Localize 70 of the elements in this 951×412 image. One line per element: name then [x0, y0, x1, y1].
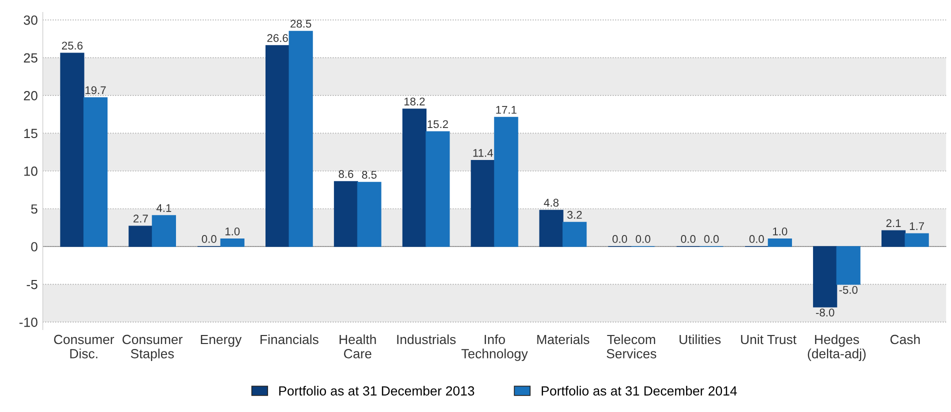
x-tick-label: Consumer Disc.	[54, 334, 114, 358]
y-tick-label: 20	[24, 91, 38, 100]
bar	[562, 222, 587, 247]
data-label: 0.0	[202, 235, 216, 243]
x-tick-label: Consumer Staples	[122, 334, 183, 361]
data-label: 8.6	[338, 170, 354, 178]
bar	[288, 30, 313, 247]
x-tick-label: Energy	[200, 334, 242, 347]
data-label: 26.6	[267, 34, 288, 42]
data-label: 18.2	[404, 98, 425, 106]
bar	[60, 52, 84, 247]
bar	[426, 131, 450, 247]
x-tick-label: Cash	[890, 334, 920, 344]
data-label: 3.2	[567, 210, 582, 219]
data-label: 15.2	[428, 120, 448, 128]
y-tick-label: 25	[24, 53, 38, 63]
data-label: 0.0	[704, 235, 719, 243]
data-label: 4.1	[156, 204, 172, 212]
data-label: 4.8	[544, 198, 559, 207]
bar	[266, 45, 290, 247]
data-label: 0.0	[680, 235, 696, 243]
x-tick-label: Industrials	[397, 334, 456, 344]
x-tick-label: Unit Trust	[741, 334, 796, 344]
y-tick-label: 5	[31, 204, 38, 214]
data-label: 0.0	[636, 235, 650, 243]
bar	[904, 233, 929, 247]
data-label: 2.1	[886, 219, 901, 227]
bar	[220, 238, 244, 247]
data-label: 1.7	[910, 222, 924, 230]
data-label: 1.0	[226, 228, 240, 236]
data-label: 11.4	[473, 149, 493, 157]
bar	[83, 97, 108, 247]
y-tick-label: 30	[24, 15, 38, 25]
y-tick-label: 10	[24, 166, 38, 176]
bar	[402, 108, 426, 247]
x-tick-label: Telecom Services	[606, 334, 656, 358]
y-tick-label: -10	[19, 318, 38, 327]
data-label: 19.7	[86, 86, 106, 94]
bar	[539, 210, 564, 247]
bar	[768, 238, 792, 247]
data-label: 1.0	[773, 228, 788, 236]
x-tick-label: Financials	[260, 334, 318, 344]
y-tick-label: 15	[24, 128, 38, 138]
data-label: 8.5	[362, 170, 377, 179]
bar	[128, 226, 153, 247]
data-label: 2.7	[134, 214, 148, 222]
bar	[334, 181, 358, 247]
bar	[494, 116, 518, 247]
bar	[152, 215, 176, 247]
x-tick-label: Hedges (delta-adj)	[808, 334, 866, 361]
y-tick-label: -5	[26, 280, 38, 290]
data-label: 17.1	[496, 106, 516, 114]
x-tick-label: Info Technology	[461, 334, 528, 361]
x-tick-label: Health Care	[340, 334, 376, 358]
bar	[813, 246, 838, 308]
data-label: -8.0	[816, 308, 834, 316]
bar	[357, 182, 382, 247]
x-tick-label: Materials	[537, 334, 590, 344]
bar	[470, 160, 495, 247]
legend-label: Portfolio as at 31 December 2014	[542, 386, 737, 396]
y-tick-label: 0	[31, 242, 38, 252]
x-tick-label: Utilities	[680, 334, 721, 344]
legend-label: Portfolio as at 31 December 2013	[279, 386, 474, 396]
data-label: 25.6	[62, 42, 83, 50]
data-label: 28.5	[290, 20, 312, 28]
data-label: -5.0	[839, 286, 858, 294]
bar	[881, 230, 906, 247]
bar	[836, 246, 860, 285]
data-label: 0.0	[612, 235, 628, 243]
data-label: 0.0	[749, 235, 764, 243]
